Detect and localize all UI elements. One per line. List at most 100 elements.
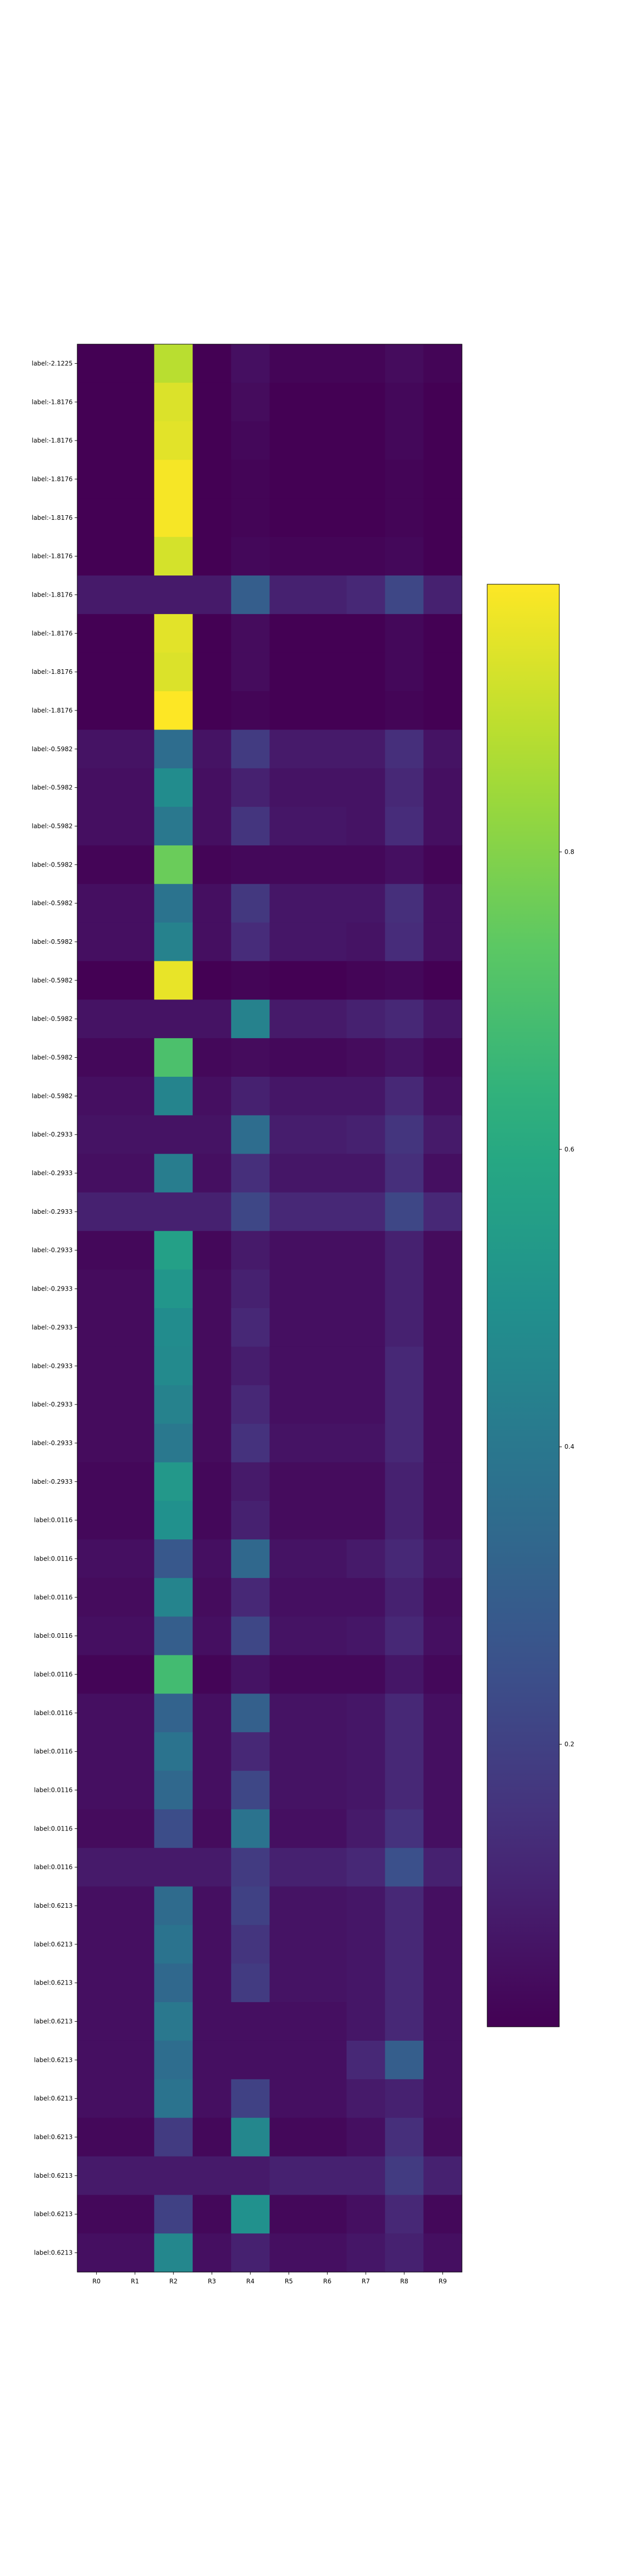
y-tick-label: label:-0.5982 <box>32 745 73 753</box>
heatmap-cell <box>115 1616 154 1656</box>
heatmap-cell <box>154 1423 193 1463</box>
heatmap-cell <box>423 1848 462 1887</box>
heatmap-cell <box>423 1963 462 2003</box>
heatmap-cell <box>77 845 116 885</box>
heatmap-cell <box>385 575 424 615</box>
heatmap-cell <box>154 460 193 499</box>
heatmap-cell <box>115 961 154 1000</box>
y-tick-label: label:0.0116 <box>34 1825 73 1832</box>
heatmap-cell <box>385 1115 424 1155</box>
heatmap-cell <box>308 1963 347 2003</box>
heatmap-cell <box>115 2040 154 2080</box>
heatmap-cell <box>115 421 154 461</box>
heatmap-cell <box>308 498 347 537</box>
heatmap-cell <box>385 2233 424 2273</box>
heatmap-cell <box>423 1038 462 1077</box>
heatmap-cell <box>231 575 270 615</box>
heatmap-cell <box>269 2079 308 2119</box>
heatmap-cell <box>115 575 154 615</box>
heatmap-cell <box>77 2002 116 2041</box>
heatmap-cell <box>269 961 308 1000</box>
heatmap-cell <box>385 2156 424 2195</box>
heatmap-cell <box>308 1231 347 1270</box>
heatmap-cell <box>115 1848 154 1887</box>
y-tick-label: label:-0.2933 <box>32 1170 73 1177</box>
heatmap-cell <box>423 845 462 885</box>
heatmap-cell <box>115 1308 154 1347</box>
heatmap-cell <box>231 961 270 1000</box>
heatmap-cell <box>346 999 386 1039</box>
heatmap-cell <box>154 1616 193 1656</box>
heatmap-cell <box>346 1154 386 1193</box>
heatmap-cell <box>346 2040 386 2080</box>
heatmap-cell <box>231 1693 270 1733</box>
y-tick-label: label:-0.2933 <box>32 1401 73 1408</box>
heatmap-cell <box>193 1848 232 1887</box>
heatmap-cell <box>269 498 308 537</box>
heatmap-cell <box>193 1154 232 1193</box>
heatmap-cell <box>77 460 116 499</box>
heatmap-cell <box>77 1231 116 1270</box>
heatmap-cell <box>154 2040 193 2080</box>
heatmap-cell <box>154 1578 193 1617</box>
heatmap-cell <box>77 1578 116 1617</box>
heatmap-cell <box>269 999 308 1039</box>
heatmap-cell <box>154 1732 193 1771</box>
heatmap-cell <box>385 1732 424 1771</box>
heatmap-cell <box>346 1693 386 1733</box>
x-tick-label: R2 <box>169 2278 178 2285</box>
heatmap-cell <box>231 537 270 576</box>
heatmap-cell <box>423 2195 462 2234</box>
heatmap-cell <box>77 382 116 422</box>
heatmap-cell <box>115 614 154 653</box>
heatmap-cell <box>231 1539 270 1579</box>
colorbar-tick-label: 0.2 <box>564 1741 574 1748</box>
heatmap-cell <box>385 1693 424 1733</box>
heatmap-cell <box>154 1269 193 1309</box>
heatmap-cell <box>231 2079 270 2119</box>
heatmap-cell <box>154 845 193 885</box>
heatmap-cell <box>77 999 116 1039</box>
heatmap-cell <box>385 1076 424 1116</box>
heatmap-cell <box>308 344 347 383</box>
y-tick-label: label:-1.8176 <box>32 630 73 637</box>
y-tick-label: label:0.0116 <box>34 1594 73 1601</box>
y-tick-label: label:-0.5982 <box>32 1054 73 1061</box>
heatmap-cell <box>115 344 154 383</box>
heatmap-cell <box>423 498 462 537</box>
heatmap-cell <box>193 1963 232 2003</box>
colorbar-ticks: 0.2 0.4 0.6 0.8 <box>559 849 574 1748</box>
heatmap-cell <box>385 537 424 576</box>
heatmap-cell <box>308 1385 347 1425</box>
heatmap-cell <box>193 344 232 383</box>
heatmap-cell <box>346 1346 386 1386</box>
heatmap-cell <box>115 807 154 846</box>
heatmap-cell <box>423 1925 462 1964</box>
heatmap-cell <box>193 2079 232 2119</box>
heatmap-cell <box>308 2040 347 2080</box>
heatmap-cell <box>231 845 270 885</box>
y-tick-label: label:-0.2933 <box>32 1208 73 1215</box>
heatmap-cell <box>193 961 232 1000</box>
heatmap-cell <box>193 1925 232 1964</box>
heatmap-cell <box>308 2233 347 2273</box>
heatmap-cell <box>77 922 116 962</box>
heatmap-cell <box>385 2002 424 2041</box>
heatmap-cell <box>385 884 424 923</box>
heatmap-cell <box>77 1848 116 1887</box>
y-tick-label: label:-1.8176 <box>32 437 73 444</box>
heatmap-cell <box>269 1308 308 1347</box>
heatmap-cell <box>115 382 154 422</box>
heatmap-cell <box>423 999 462 1039</box>
heatmap-cell <box>154 1963 193 2003</box>
heatmap-cell <box>77 1539 116 1579</box>
heatmap-cell <box>423 922 462 962</box>
heatmap-cell <box>308 2195 347 2234</box>
y-tick-label: label:-0.2933 <box>32 1324 73 1331</box>
heatmap-cell <box>385 768 424 807</box>
heatmap-cell <box>77 1076 116 1116</box>
heatmap-cell <box>231 2117 270 2157</box>
heatmap-cell <box>385 421 424 461</box>
heatmap-cell <box>346 1616 386 1656</box>
